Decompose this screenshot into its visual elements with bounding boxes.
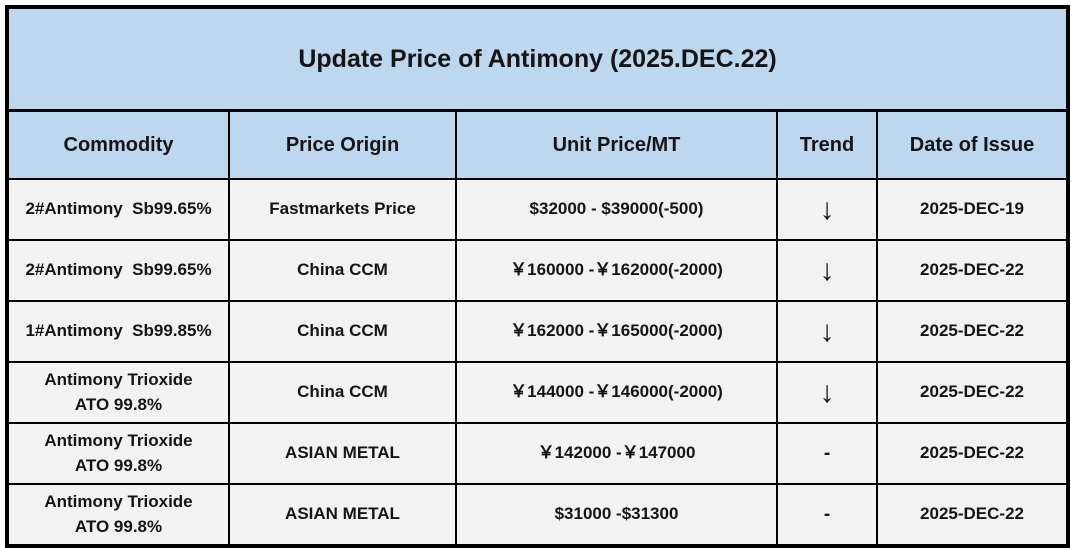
column-header-commodity: Commodity [6,109,230,180]
price-origin-cell: China CCM [228,361,457,424]
title-row: Update Price of Antimony (2025.DEC.22) [5,6,1070,112]
date-of-issue-cell: 2025-DEC-22 [875,239,1070,302]
trend-flat-dash: - [776,422,878,485]
page-title: Update Price of Antimony (2025.DEC.22) [5,6,1070,112]
price-origin-cell: Fastmarkets Price [228,178,457,241]
price-origin-cell: ASIAN METAL [228,483,457,547]
table-row: Antimony Trioxide ATO 99.8% China CCM ￥1… [6,361,1070,424]
column-header-trend: Trend [776,109,878,180]
unit-price-cell: ￥160000 -￥162000(-2000) [455,239,778,302]
date-of-issue-cell: 2025-DEC-22 [875,300,1070,363]
column-header-price-origin: Price Origin [228,109,457,180]
price-origin-cell: China CCM [228,239,457,302]
header-row: Commodity Price Origin Unit Price/MT Tre… [6,109,1070,180]
commodity-cell: 1#Antimony Sb99.85% [6,300,230,363]
table-row: Antimony Trioxide ATO 99.8% ASIAN METAL … [6,422,1070,485]
column-header-unit-price: Unit Price/MT [455,109,778,180]
price-origin-cell: ASIAN METAL [228,422,457,485]
table-row: Antimony Trioxide ATO 99.8% ASIAN METAL … [6,483,1070,547]
commodity-cell: Antimony Trioxide ATO 99.8% [6,361,230,424]
unit-price-cell: $31000 -$31300 [455,483,778,547]
date-of-issue-cell: 2025-DEC-22 [875,422,1070,485]
trend-down-arrow-icon: ↓ [776,300,878,363]
unit-price-cell: $32000 - $39000(-500) [455,178,778,241]
unit-price-cell: ￥162000 -￥165000(-2000) [455,300,778,363]
date-of-issue-cell: 2025-DEC-22 [875,361,1070,424]
trend-down-arrow-icon: ↓ [776,178,878,241]
commodity-cell: 2#Antimony Sb99.65% [6,178,230,241]
table-row: 2#Antimony Sb99.65% China CCM ￥160000 -￥… [6,239,1070,302]
date-of-issue-cell: 2025-DEC-19 [875,178,1070,241]
column-header-date-of-issue: Date of Issue [875,109,1070,180]
commodity-cell: Antimony Trioxide ATO 99.8% [6,483,230,547]
commodity-cell: 2#Antimony Sb99.65% [6,239,230,302]
trend-down-arrow-icon: ↓ [776,239,878,302]
antimony-price-table: Update Price of Antimony (2025.DEC.22) C… [5,5,1071,548]
commodity-cell: Antimony Trioxide ATO 99.8% [6,422,230,485]
trend-down-arrow-icon: ↓ [776,361,878,424]
price-origin-cell: China CCM [228,300,457,363]
table-row: 1#Antimony Sb99.85% China CCM ￥162000 -￥… [6,300,1070,363]
unit-price-cell: ￥144000 -￥146000(-2000) [455,361,778,424]
unit-price-cell: ￥142000 -￥147000 [455,422,778,485]
trend-flat-dash: - [776,483,878,547]
date-of-issue-cell: 2025-DEC-22 [875,483,1070,547]
table-row: 2#Antimony Sb99.65% Fastmarkets Price $3… [6,178,1070,241]
